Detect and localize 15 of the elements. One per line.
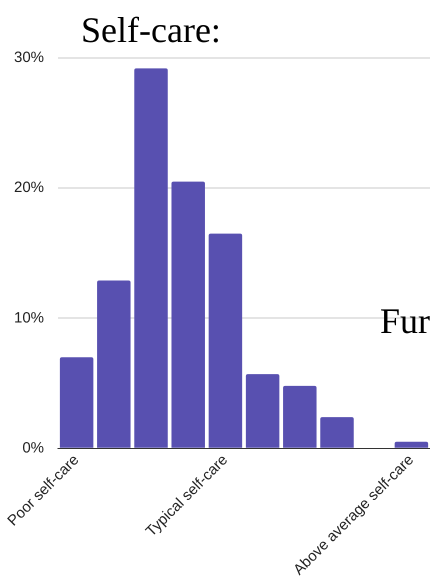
bar (394, 442, 428, 448)
bar (208, 234, 242, 448)
bar (171, 182, 205, 448)
y-tick-label: 0% (22, 439, 44, 456)
bar (97, 280, 131, 448)
bar (134, 68, 168, 448)
y-tick-label: 30% (14, 49, 44, 66)
bar (60, 357, 94, 448)
y-tick-label: 10% (14, 309, 44, 326)
y-tick-label: 20% (14, 179, 44, 196)
bar (283, 386, 317, 448)
annotation: Fur (380, 301, 430, 341)
chart-title: Self-care: (81, 10, 221, 50)
bar (320, 417, 354, 448)
bar (246, 374, 280, 448)
